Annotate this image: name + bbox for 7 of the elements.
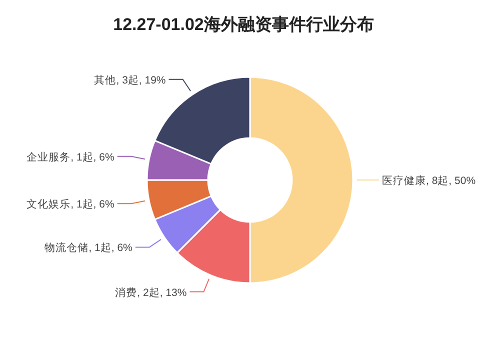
slice-label: 医疗健康, 8起, 50%: [382, 174, 476, 187]
slice-label: 其他, 3起, 19%: [94, 73, 166, 86]
slice-label: 消费, 2起, 13%: [115, 286, 187, 299]
slice-label: 企业服务, 1起, 6%: [26, 150, 114, 164]
chart-title: 12.27-01.02海外融资事件行业分布: [113, 15, 374, 34]
slice-label: 物流仓储, 1起, 6%: [44, 241, 132, 254]
slice-label: 文化娱乐, 1起, 6%: [26, 198, 114, 211]
